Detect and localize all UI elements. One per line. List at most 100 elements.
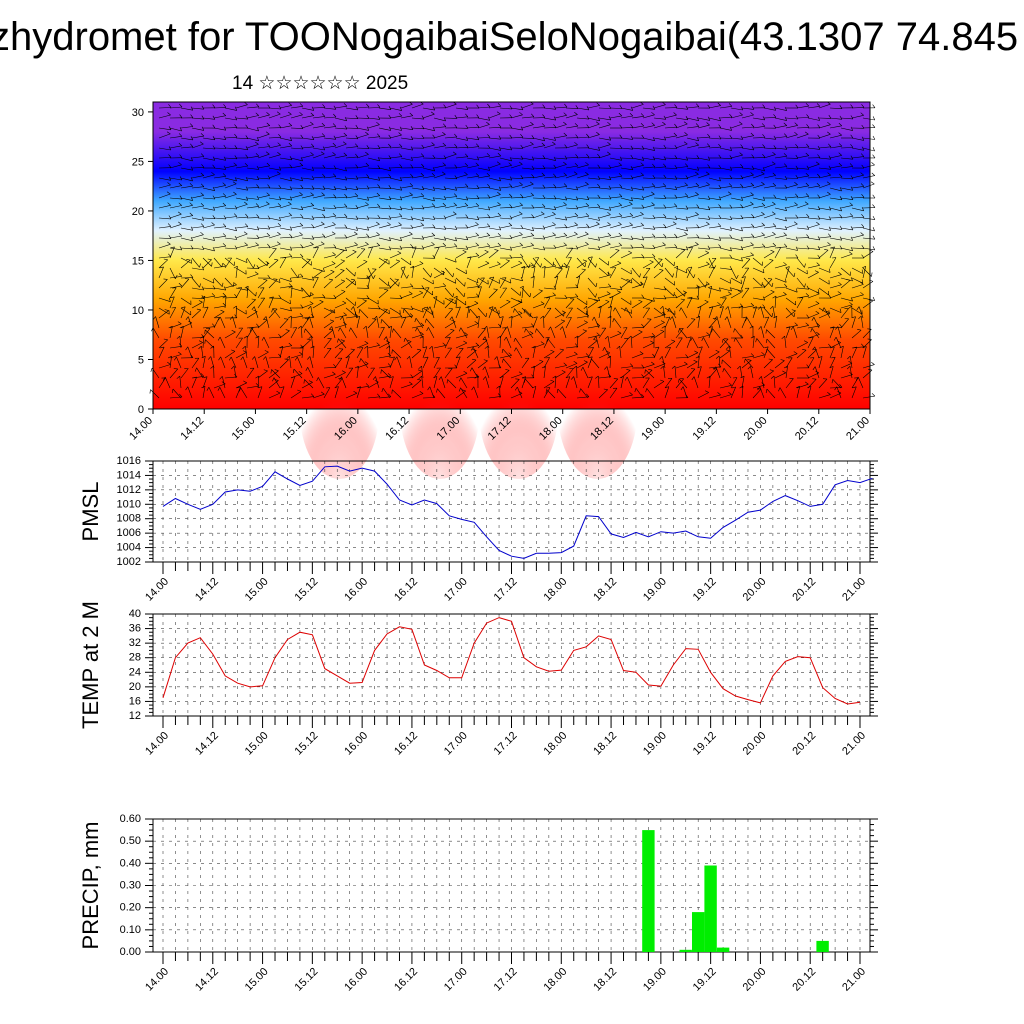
wind-barb-flag xyxy=(322,233,326,237)
wind-barb xyxy=(829,207,842,212)
wind-barb-flag xyxy=(729,126,732,131)
wind-barb-flag xyxy=(179,154,183,158)
wind-barb xyxy=(169,287,177,299)
wind-barb xyxy=(573,376,578,389)
wind-barb xyxy=(543,117,556,121)
wind-barb xyxy=(785,117,799,120)
wind-barb xyxy=(840,216,853,219)
ytick-label: 0.10 xyxy=(120,924,141,936)
wind-barb xyxy=(477,360,488,369)
wind-barb xyxy=(576,260,587,269)
wind-barb-flag xyxy=(795,165,799,170)
wind-barb-flag xyxy=(769,369,774,372)
wind-barb xyxy=(631,267,640,278)
wind-barb xyxy=(631,214,644,219)
wind-barb xyxy=(378,257,390,265)
wind-barb-flag xyxy=(238,387,241,392)
wind-barb-flag xyxy=(373,315,377,320)
xtick-label: 17.12 xyxy=(492,576,520,604)
wind-barb xyxy=(807,337,814,349)
wind-barb-flag xyxy=(300,205,304,210)
wind-barb-flag xyxy=(725,306,729,310)
wind-barb-flag xyxy=(860,232,864,236)
wind-barb xyxy=(323,374,336,379)
wind-barb-flag xyxy=(399,196,403,201)
wind-barb xyxy=(620,327,628,339)
wind-barb-flag xyxy=(806,285,810,290)
wind-barb-flag xyxy=(222,173,227,177)
wind-barb xyxy=(224,207,238,210)
wind-barb-flag xyxy=(552,375,557,379)
wind-barb-flag xyxy=(696,224,700,228)
wind-barb-flag xyxy=(277,152,281,155)
wind-barb-flag xyxy=(418,375,422,380)
wind-barb-flag xyxy=(695,142,699,146)
wind-barb-flag xyxy=(432,215,436,220)
wind-barb xyxy=(582,366,589,379)
wind-barb xyxy=(180,237,193,242)
wind-barb-flag xyxy=(597,175,601,180)
wind-barb-flag xyxy=(794,182,798,185)
wind-barb xyxy=(246,267,260,269)
wind-barb-flag xyxy=(518,371,523,375)
wind-barb-flag xyxy=(489,306,494,309)
wind-barb xyxy=(823,307,831,319)
wind-barb xyxy=(598,144,611,149)
wind-barb-flag xyxy=(388,393,392,397)
wind-barb-flag xyxy=(190,114,194,118)
ytick-label: 1006 xyxy=(117,527,141,539)
wind-barb-flag xyxy=(410,374,414,378)
wind-barb xyxy=(323,224,336,229)
wind-barb xyxy=(224,257,235,266)
wind-barb-flag xyxy=(278,124,282,128)
wind-barb-flag xyxy=(343,103,348,107)
wind-barb-flag xyxy=(765,339,768,344)
wind-barb-flag xyxy=(167,202,171,206)
wind-barb xyxy=(598,124,611,129)
wind-barb-flag xyxy=(487,134,491,138)
wind-barb-flag xyxy=(750,302,755,307)
wind-barb xyxy=(477,277,485,289)
wind-barb xyxy=(675,287,685,297)
wind-barb-flag xyxy=(177,321,182,325)
wind-barb xyxy=(389,279,399,289)
wind-barb-flag xyxy=(659,269,664,271)
wind-barb xyxy=(213,287,226,291)
wind-barb xyxy=(719,277,731,284)
wind-barb xyxy=(631,277,642,287)
wind-barb-flag xyxy=(255,153,260,157)
wind-barb-flag xyxy=(453,193,458,197)
wind-barb-flag xyxy=(740,287,743,292)
wind-barb-flag xyxy=(563,362,567,366)
wind-barb-flag xyxy=(531,204,535,209)
wind-barb-flag xyxy=(498,226,502,231)
wind-barb-flag xyxy=(806,225,810,230)
wind-barb-flag xyxy=(280,386,285,389)
wind-barb-flag xyxy=(399,164,403,168)
wind-barb xyxy=(235,233,248,239)
wind-barb-flag xyxy=(232,282,235,287)
wind-barb xyxy=(726,316,732,329)
wind-barb xyxy=(301,257,312,266)
wind-barb xyxy=(389,207,402,211)
wind-barb-flag xyxy=(750,252,754,256)
wind-barb-flag xyxy=(761,202,766,206)
wind-barb-flag xyxy=(427,306,431,311)
wind-barb-flag xyxy=(583,305,587,310)
wind-barb xyxy=(697,264,710,269)
wind-barb xyxy=(565,114,578,119)
wind-barb-flag xyxy=(383,258,388,260)
wind-barb-flag xyxy=(433,376,438,379)
wind-barb xyxy=(719,137,733,139)
wind-barb xyxy=(675,134,688,139)
wind-barb xyxy=(466,137,479,141)
wind-barb xyxy=(796,133,809,139)
wind-barb xyxy=(312,216,326,219)
wind-barb xyxy=(807,313,820,319)
wind-barb-flag xyxy=(285,329,290,331)
wind-barb xyxy=(631,175,644,179)
wind-barb xyxy=(257,165,270,169)
wind-barb-flag xyxy=(278,333,282,338)
wind-barb xyxy=(521,326,534,329)
wind-barb xyxy=(565,234,578,239)
